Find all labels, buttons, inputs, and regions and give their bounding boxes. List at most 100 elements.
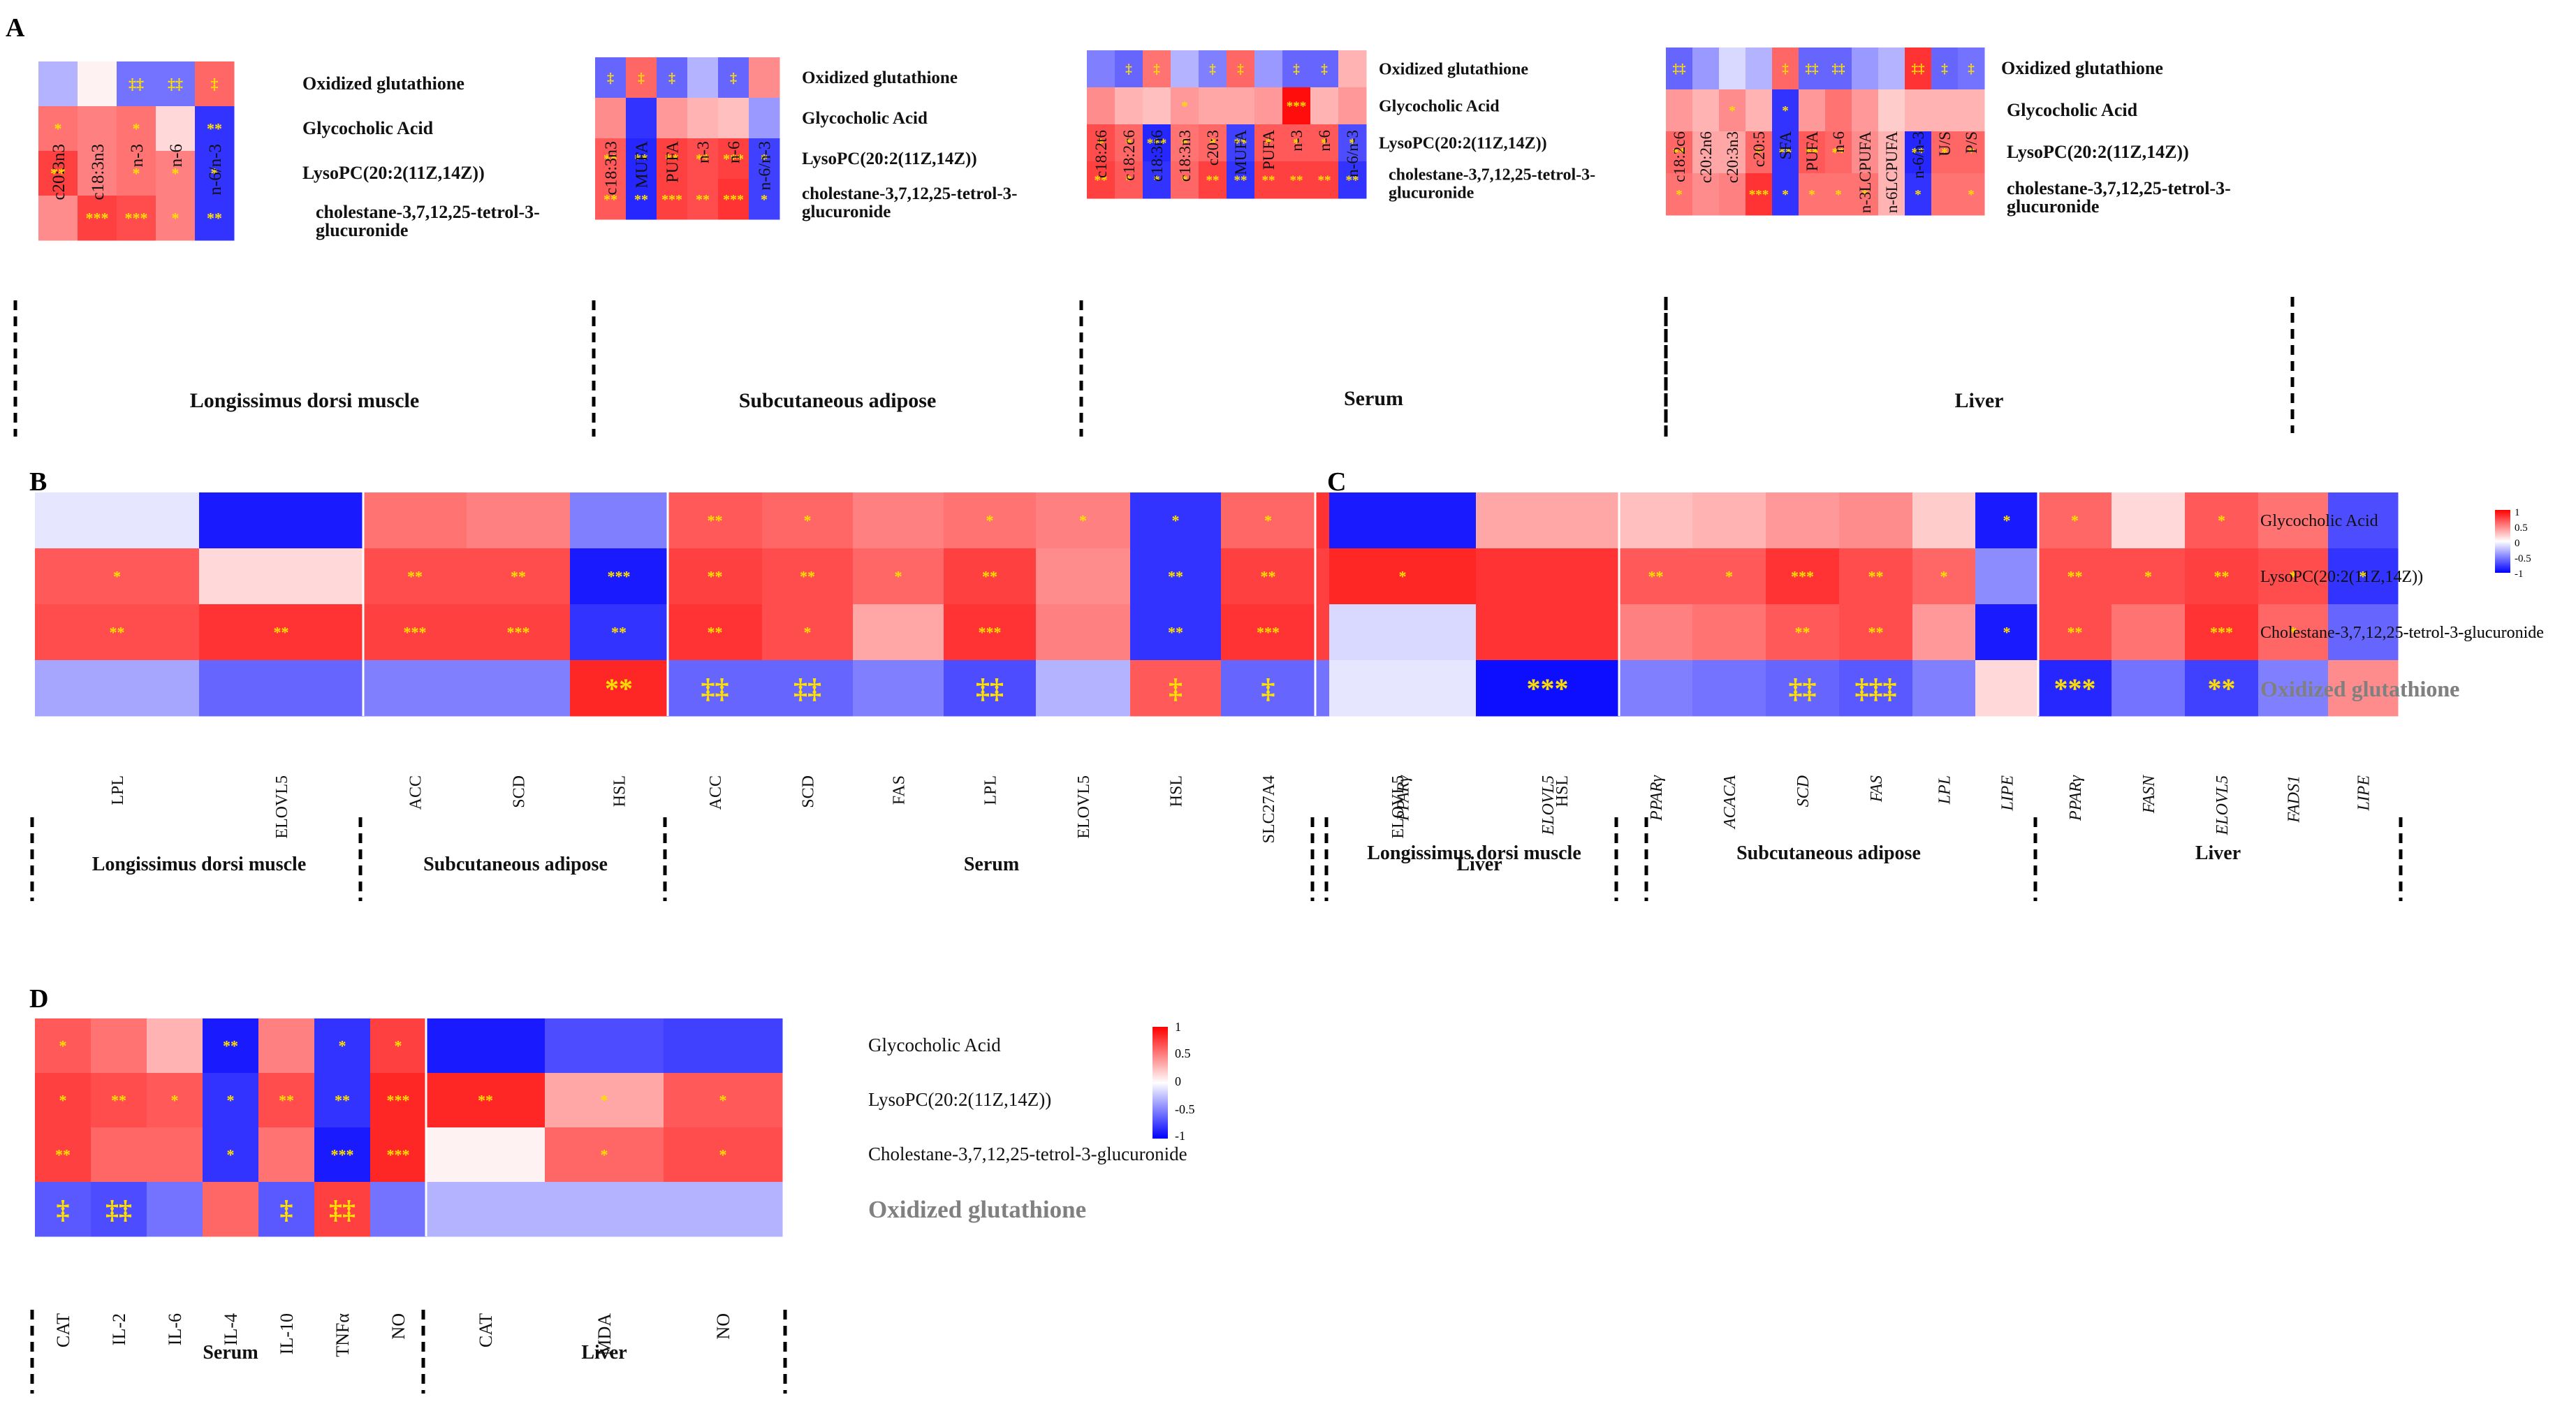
significance-mark: ‡‡ (1789, 673, 1817, 704)
heatmap-cell (1087, 50, 1115, 88)
significance-mark: *** (723, 192, 744, 207)
significance-mark: ** (279, 1092, 294, 1109)
heatmap-cell (1310, 161, 1339, 199)
column-label: c20:5 (1750, 131, 1768, 167)
heatmap-cell (156, 196, 196, 241)
significance-mark: ** (1346, 173, 1359, 188)
heatmap-cell (1338, 161, 1367, 199)
panel-label: C (1327, 467, 1346, 497)
heatmap-cell (570, 604, 668, 661)
heatmap-cell (1171, 161, 1199, 199)
heatmap-cell (1931, 89, 1959, 132)
heatmap-cell (1839, 604, 1913, 661)
significance-mark: * (1125, 136, 1132, 151)
column-label: c18:2t6 (1092, 130, 1110, 178)
significance-mark: ** (1318, 173, 1331, 188)
heatmap-cell (1912, 548, 1976, 605)
significance-mark: ** (1912, 146, 1925, 161)
column-label: FASN (2140, 774, 2158, 814)
heatmap-cell (1852, 47, 1879, 90)
heatmap-cell (749, 98, 780, 139)
heatmap-cell (1115, 161, 1143, 199)
heatmap-cell (199, 660, 364, 717)
heatmap-cell (156, 61, 196, 107)
significance-mark: ** (2068, 624, 2083, 641)
column-label: FAS (1868, 775, 1886, 803)
significance-mark: * (1172, 512, 1180, 529)
heatmap-cell (657, 138, 688, 180)
significance-mark: * (133, 165, 140, 182)
heatmap-cell (1905, 89, 1932, 132)
column-label: ACC (707, 775, 725, 810)
heatmap-cell (1719, 89, 1746, 132)
significance-mark: * (172, 210, 180, 227)
significance-mark: *** (1257, 624, 1280, 641)
significance-mark: ** (207, 120, 222, 138)
heatmap-cell (2328, 660, 2399, 717)
significance-mark: ‡ (280, 1195, 293, 1225)
significance-mark: ** (55, 1146, 71, 1164)
row-label: LysoPC(20:2(11Z,14Z)) (2007, 142, 2189, 162)
significance-mark: ** (110, 624, 125, 641)
heatmap-cell (78, 61, 117, 107)
heatmap-cell (2328, 604, 2399, 661)
heatmap-cell (1839, 492, 1913, 549)
significance-mark: ‡‡ (1832, 62, 1846, 77)
significance-mark: * (172, 165, 180, 182)
significance-mark: * (1729, 104, 1736, 119)
heatmap-cell (1772, 131, 1799, 174)
heatmap-cell (426, 1073, 546, 1128)
column-label: n-6/n-3 (756, 141, 774, 191)
significance-mark: * (1835, 188, 1842, 203)
column-label: c18:2c6 (1120, 130, 1138, 181)
heatmap-cell (2112, 492, 2186, 549)
significance-mark: ** (1806, 146, 1819, 161)
significance-mark: * (2144, 568, 2152, 585)
significance-mark: * (2290, 568, 2297, 585)
heatmap-cell (718, 98, 749, 139)
row-label: LysoPC(20:2(11Z,14Z)) (2260, 568, 2423, 586)
heatmaps: ‡‡ ‡‡ ‡* * **** * * **** *** * **Oxidized glutathi… (13, 47, 2544, 1394)
significance-mark: * (1940, 568, 1948, 585)
heatmap-cell (1852, 89, 1879, 132)
heatmap-cell (657, 98, 688, 139)
significance-mark: ** (1868, 568, 1884, 585)
row-label: Oxidized glutathione (2260, 676, 2459, 701)
column-label: LPL (981, 775, 1000, 805)
heatmap-cell (1282, 50, 1311, 88)
heatmap-cell (853, 604, 944, 661)
heatmap-cell (1227, 161, 1255, 199)
heatmap-cell (147, 1018, 203, 1074)
column-label: SCD (799, 775, 817, 808)
significance-mark: ** (982, 568, 997, 585)
significance-mark: ** (335, 1092, 350, 1109)
column-label: ELOVL5 (1075, 775, 1093, 839)
heatmap-cell (117, 61, 156, 107)
significance-mark: ** (603, 192, 617, 207)
heatmap-cell (1766, 660, 1840, 717)
colorbar-tick: -1 (2515, 569, 2524, 580)
heatmap-cell (1692, 89, 1720, 132)
heatmap-cell (1130, 660, 1222, 717)
row-label: Oxidized glutathione (302, 73, 464, 94)
significance-mark: ** (407, 568, 423, 585)
heatmap-cell (78, 151, 117, 196)
heatmap-cell (363, 660, 467, 717)
significance-mark: * (1399, 568, 1407, 585)
significance-mark: ** (207, 210, 222, 227)
significance-mark: ‡ (1968, 62, 1975, 77)
significance-mark: * (1861, 188, 1868, 203)
heatmap-cell (1666, 89, 1693, 132)
significance-mark: * (761, 192, 768, 207)
significance-mark: * (2003, 512, 2011, 529)
heatmap-cell (1036, 660, 1131, 717)
row-label: Cholestane-3,7,12,25-tetrol-3-glucuronid… (868, 1143, 1187, 1164)
heatmap-cell (626, 179, 657, 220)
heatmap-cell (1692, 492, 1766, 549)
heatmap-cell (1143, 124, 1171, 162)
heatmap-cell (1905, 47, 1932, 90)
significance-mark: * (804, 512, 812, 529)
row-label: Glycocholic Acid (2007, 100, 2138, 120)
heatmap-cell (1878, 173, 1905, 216)
significance-mark: * (1181, 99, 1188, 114)
